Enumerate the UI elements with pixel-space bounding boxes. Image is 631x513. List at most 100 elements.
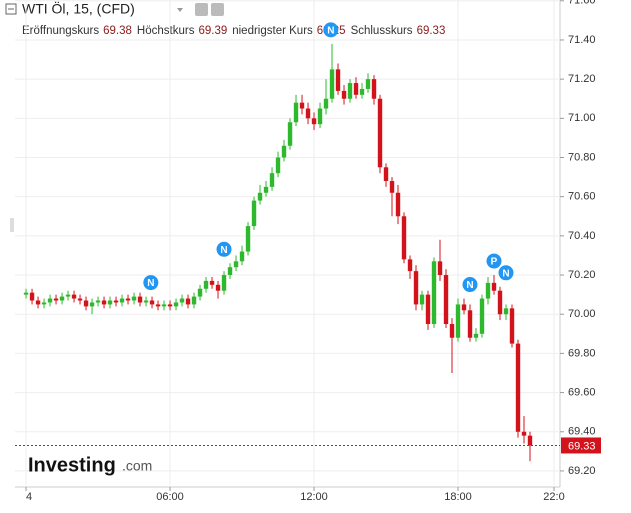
x-tick-label: 06:00 xyxy=(156,491,184,503)
candle-body xyxy=(23,292,29,295)
logo-suffix: .com xyxy=(122,458,152,474)
candle-body xyxy=(125,298,131,301)
candle-body xyxy=(215,284,221,291)
candle-body xyxy=(419,294,425,305)
candle-body xyxy=(113,300,119,303)
event-marker[interactable] xyxy=(216,241,232,257)
candle-body xyxy=(371,79,377,99)
candle-body xyxy=(209,280,215,285)
candle-body xyxy=(383,167,389,182)
dropdown-arrow[interactable] xyxy=(177,8,183,12)
candle-body xyxy=(509,308,515,344)
candle-body xyxy=(155,304,161,307)
candle-body xyxy=(227,267,233,276)
candle-body xyxy=(293,102,299,123)
x-tick-label: 4 xyxy=(26,491,32,503)
candle-body xyxy=(275,157,281,174)
event-label: N xyxy=(220,245,227,256)
candle-body xyxy=(311,118,317,125)
candle-body xyxy=(185,298,191,305)
candle-body xyxy=(479,298,485,334)
event-marker[interactable] xyxy=(462,277,478,293)
event-marker[interactable] xyxy=(486,253,502,269)
last-price-label: 69.33 xyxy=(568,440,596,452)
candle-body xyxy=(449,324,455,338)
candle-body xyxy=(65,294,71,297)
candle-body xyxy=(203,280,209,289)
logo-brand: Investing xyxy=(28,454,116,476)
candle-body xyxy=(197,288,203,297)
x-tick-label: 22:0 xyxy=(543,491,564,503)
candle-body xyxy=(35,300,41,305)
candle-body xyxy=(101,300,107,305)
candle-body xyxy=(269,173,275,187)
settings-icon[interactable] xyxy=(211,3,224,16)
candle-body xyxy=(245,226,251,252)
candle-body xyxy=(233,261,239,268)
candle-body xyxy=(425,294,431,325)
candle-body xyxy=(77,298,83,301)
candle-body xyxy=(521,431,527,436)
candle-body xyxy=(89,302,95,307)
candle-body xyxy=(179,298,185,303)
candle-body xyxy=(83,300,89,307)
candle-body xyxy=(377,98,383,168)
event-marker[interactable] xyxy=(143,275,159,291)
candle-body xyxy=(167,304,173,307)
event-label: N xyxy=(147,278,154,289)
y-tick-label: 70.60 xyxy=(568,191,596,203)
summary-value: 69.33 xyxy=(417,25,446,37)
eye-icon[interactable] xyxy=(195,3,208,16)
candle-body xyxy=(59,296,65,301)
candle-body xyxy=(221,275,227,291)
y-tick-label: 71.40 xyxy=(568,34,596,46)
y-tick-label: 71.60 xyxy=(568,0,596,7)
candle-body xyxy=(107,300,113,305)
summary-label: Höchstkurs xyxy=(137,25,195,37)
candle-body xyxy=(257,192,263,201)
event-marker[interactable] xyxy=(498,265,514,281)
candle-body xyxy=(491,282,497,291)
candle-body xyxy=(347,83,353,99)
candle-body xyxy=(395,192,401,217)
candle-body xyxy=(149,300,155,305)
candle-body xyxy=(47,298,53,303)
y-tick-label: 71.20 xyxy=(568,73,596,85)
summary-label: niedrigster Kurs xyxy=(232,25,313,37)
candle-body xyxy=(527,435,533,446)
candle-body xyxy=(335,69,341,91)
y-tick-label: 69.40 xyxy=(568,426,596,438)
candle-body xyxy=(443,275,449,325)
candle-body xyxy=(389,181,395,193)
candle-body xyxy=(503,308,509,315)
last-price-box xyxy=(561,437,601,454)
candle-body xyxy=(143,300,149,303)
y-tick-label: 70.40 xyxy=(568,230,596,242)
candle-body xyxy=(455,304,461,338)
candle-body xyxy=(239,251,245,262)
candle-body xyxy=(341,90,347,99)
candle-body xyxy=(317,108,323,125)
candle-body xyxy=(359,88,365,95)
candle-body xyxy=(413,271,419,305)
event-label: N xyxy=(466,280,473,291)
candle-body xyxy=(263,186,269,193)
candle-body xyxy=(437,261,443,276)
event-label: N xyxy=(327,26,334,37)
candle-body xyxy=(401,216,407,260)
candle-body xyxy=(281,145,287,158)
candle-body xyxy=(431,261,437,325)
y-tick-label: 69.80 xyxy=(568,347,596,359)
candle-body xyxy=(41,302,47,305)
x-tick-label: 18:00 xyxy=(444,491,472,503)
event-marker[interactable] xyxy=(323,22,339,38)
collapse-icon[interactable] xyxy=(5,3,17,15)
scroll-handle[interactable] xyxy=(10,218,14,232)
candle-body xyxy=(287,122,293,146)
candle-body xyxy=(467,310,473,338)
candle-body xyxy=(407,259,413,272)
event-label: P xyxy=(491,257,498,268)
